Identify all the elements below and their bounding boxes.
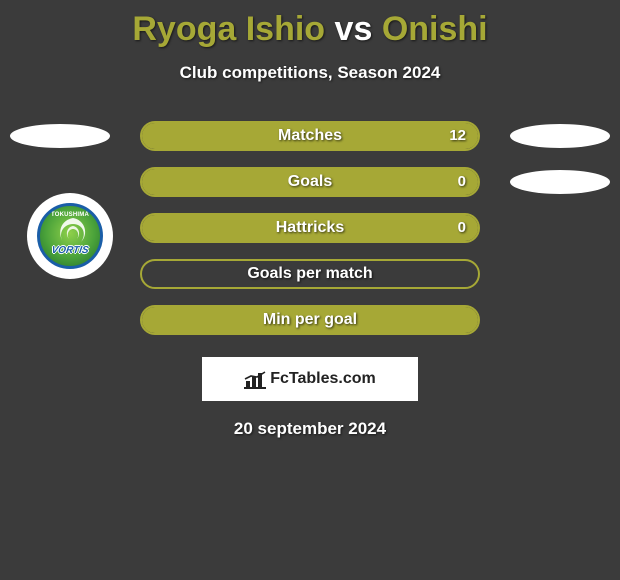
bar-fill-left (142, 123, 478, 149)
player1-name: Ryoga Ishio (132, 10, 325, 48)
stat-bar-goals: Goals 0 (140, 167, 480, 197)
club-badge-top-text: TOKUSHIMA (40, 212, 100, 218)
stat-row: Matches 12 (0, 113, 620, 159)
club-badge-main-text: VORTIS (37, 245, 103, 256)
stat-bar-goals-per-match: Goals per match (140, 259, 480, 289)
vs-text: vs (335, 10, 373, 48)
page-title: Ryoga Ishio vs Onishi (0, 0, 620, 49)
date-text: 20 september 2024 (0, 419, 620, 439)
brand-text: FcTables.com (270, 370, 376, 388)
stat-value-right: 0 (458, 219, 466, 236)
stat-bar-matches: Matches 12 (140, 121, 480, 151)
player2-name: Onishi (382, 10, 488, 48)
club-badge-inner: TOKUSHIMA VORTIS (37, 203, 103, 269)
stat-row: Goals 0 (0, 159, 620, 205)
brand-footer[interactable]: FcTables.com (202, 357, 418, 401)
stat-value-right: 0 (458, 173, 466, 190)
comparison-stage: Matches 12 Goals 0 Hattricks 0 Goals per… (0, 113, 620, 343)
stat-value-right: 12 (449, 127, 466, 144)
chart-icon (244, 369, 266, 389)
bar-fill-left (142, 215, 478, 241)
subtitle: Club competitions, Season 2024 (0, 63, 620, 83)
stat-bar-min-per-goal: Min per goal (140, 305, 480, 335)
stat-label: Goals per match (142, 265, 478, 283)
stat-row: Min per goal (0, 297, 620, 343)
player2-club-placeholder (510, 170, 610, 194)
bar-fill-left (142, 307, 478, 333)
bar-fill-left (142, 169, 478, 195)
player1-photo-placeholder (10, 124, 110, 148)
player2-photo-placeholder (510, 124, 610, 148)
player1-club-badge: TOKUSHIMA VORTIS (27, 193, 113, 279)
stat-bar-hattricks: Hattricks 0 (140, 213, 480, 243)
